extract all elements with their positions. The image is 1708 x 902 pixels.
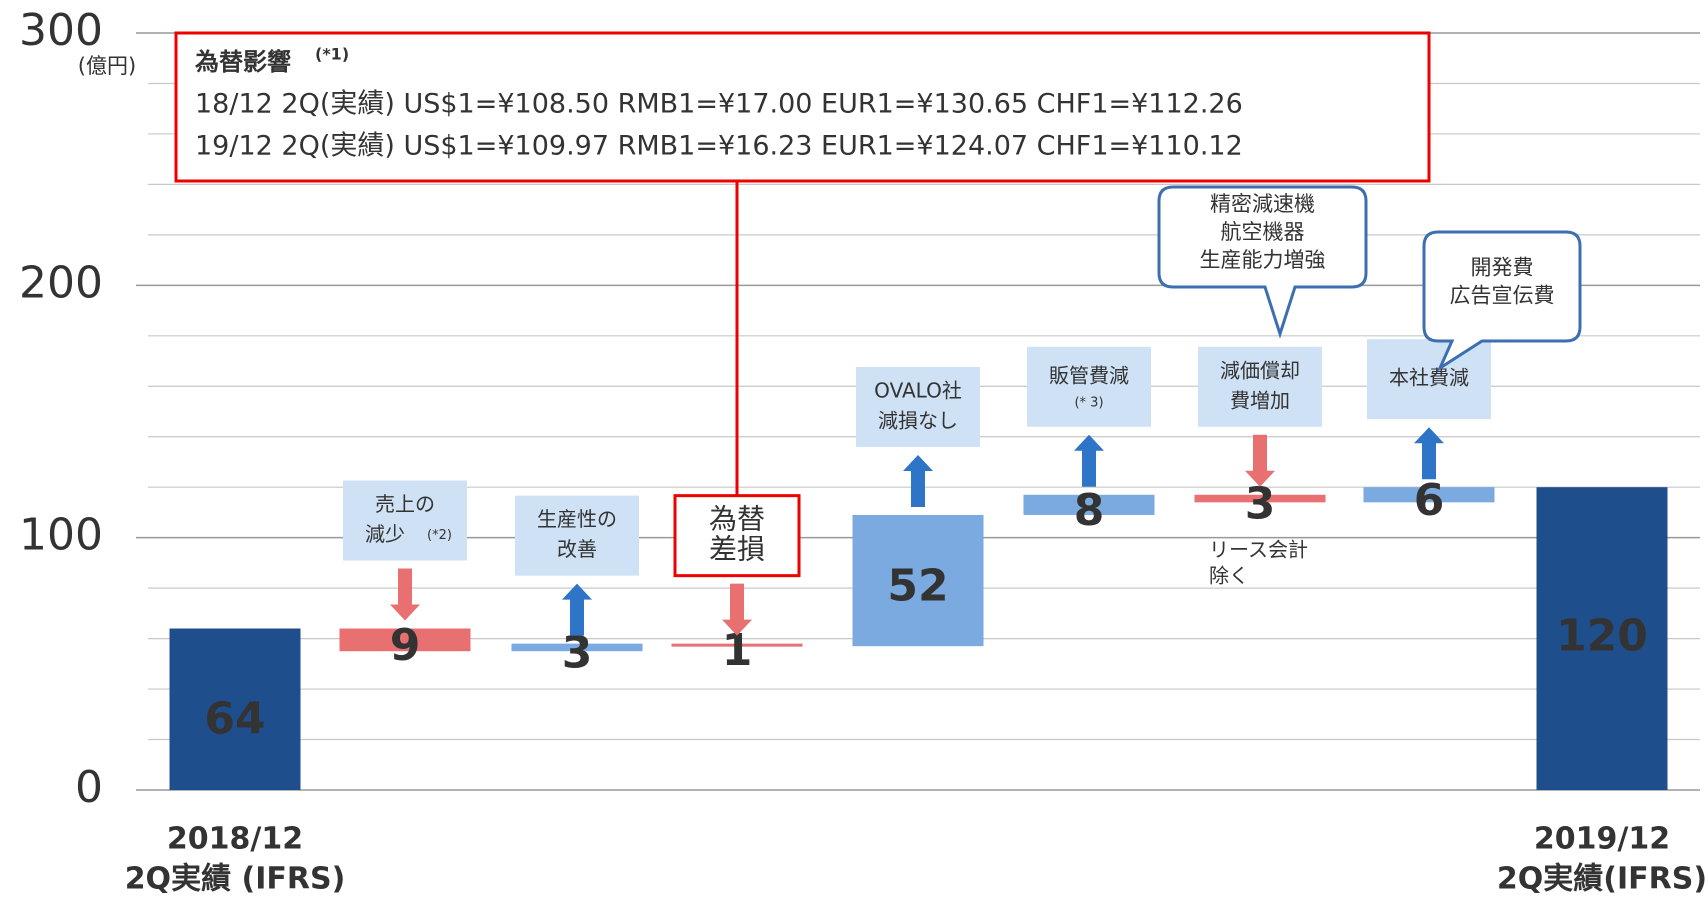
x-tick-label: 2Q実績(IFRS) [1497, 862, 1707, 897]
note-footnote: (* 3) [1074, 395, 1103, 410]
note-text: 減少 [365, 522, 405, 546]
note-box [856, 366, 980, 447]
note-text: OVALO社 [874, 378, 962, 402]
fx-line: 18/12 2Q(実績) US$1=¥108.50 RMB1=¥17.00 EU… [195, 89, 1243, 120]
fx-line: 19/12 2Q(実績) US$1=¥109.97 RMB1=¥16.23 EU… [195, 131, 1243, 162]
fx-title: 為替影響 [195, 48, 291, 76]
note-text: 生産性の [537, 507, 617, 531]
note-box [1027, 346, 1151, 427]
note-text: 減損なし [878, 408, 958, 432]
bar [1363, 487, 1495, 503]
callout [1422, 230, 1582, 372]
note-box [1198, 346, 1322, 427]
note-text: 費増加 [1230, 388, 1290, 412]
y-tick-label: 100 [19, 510, 103, 561]
note-box [343, 480, 467, 561]
note-box [515, 495, 639, 576]
arrow [1074, 434, 1104, 487]
data-label: 120 [1556, 611, 1648, 662]
callout [1157, 185, 1368, 339]
bar [169, 628, 301, 790]
note-text: 減価償却 [1220, 358, 1300, 382]
note-box [673, 494, 801, 578]
arrow [903, 454, 933, 507]
callout-text: 開発費 [1471, 256, 1534, 280]
note-text: 本社費減 [1389, 366, 1469, 390]
y-tick-label: 200 [19, 257, 103, 308]
fx-box [174, 31, 1431, 183]
bar [1536, 487, 1668, 790]
arrow [1414, 427, 1444, 480]
callout-text: 生産能力増強 [1200, 248, 1326, 272]
note-text: 為替 [709, 503, 765, 536]
callout-text: 航空機器 [1221, 220, 1305, 244]
note-text: 売上の [375, 492, 435, 516]
callout-text: リース会計 [1209, 538, 1308, 562]
note-footnote: (*2) [427, 528, 452, 543]
arrow [1245, 434, 1275, 487]
x-tick-label: 2Q実績 (IFRS) [125, 862, 346, 897]
bar [852, 514, 984, 647]
fx-footnote: (*1) [315, 45, 349, 64]
note-box [1367, 339, 1491, 420]
x-tick-label: 2019/12 [1534, 822, 1670, 857]
arrow [390, 568, 420, 621]
callout-text: 広告宣伝費 [1450, 284, 1555, 308]
note-text: 差損 [709, 533, 765, 566]
bar [1023, 494, 1155, 515]
bar [339, 628, 471, 652]
note-text: 販管費減 [1049, 363, 1129, 387]
callout-text: 除く [1209, 564, 1249, 588]
data-label: 8 [1074, 485, 1105, 536]
y-tick-label: 300 [19, 5, 103, 56]
arrow [722, 583, 752, 636]
data-label: 3 [562, 627, 593, 678]
y-tick-label: 0 [75, 762, 103, 813]
unit-label: (億円) [78, 54, 136, 78]
arrow [562, 583, 592, 636]
bar [1194, 494, 1326, 503]
data-label: 52 [887, 561, 948, 612]
data-label: 6 [1414, 475, 1445, 526]
x-tick-label: 2018/12 [167, 822, 303, 857]
bar [511, 643, 643, 652]
note-text: 改善 [557, 537, 597, 561]
data-label: 64 [204, 693, 265, 744]
data-label: 9 [390, 620, 421, 671]
data-label: 3 [1245, 479, 1276, 530]
bar [671, 643, 803, 647]
callout-text: 精密減速機 [1210, 192, 1315, 216]
